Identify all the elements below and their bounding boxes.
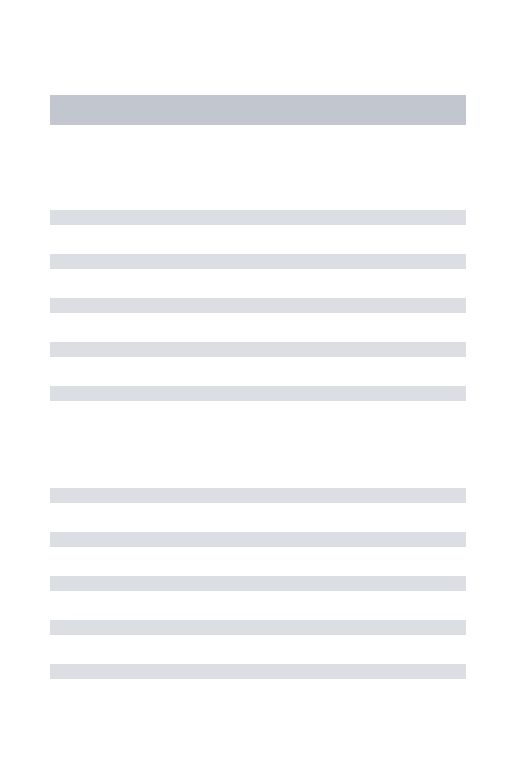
text-line-placeholder (50, 576, 466, 591)
gap-between-sections (50, 430, 466, 488)
text-line-placeholder (50, 342, 466, 357)
text-line-placeholder (50, 298, 466, 313)
text-line-placeholder (50, 488, 466, 503)
text-line-placeholder (50, 664, 466, 679)
text-line-placeholder (50, 532, 466, 547)
text-line-placeholder (50, 210, 466, 225)
title-placeholder (50, 95, 466, 125)
skeleton-page (0, 0, 516, 758)
text-line-placeholder (50, 386, 466, 401)
text-line-placeholder (50, 254, 466, 269)
paragraph-section-2 (50, 488, 466, 679)
paragraph-section-1 (50, 210, 466, 401)
gap-after-title (50, 125, 466, 210)
text-line-placeholder (50, 620, 466, 635)
